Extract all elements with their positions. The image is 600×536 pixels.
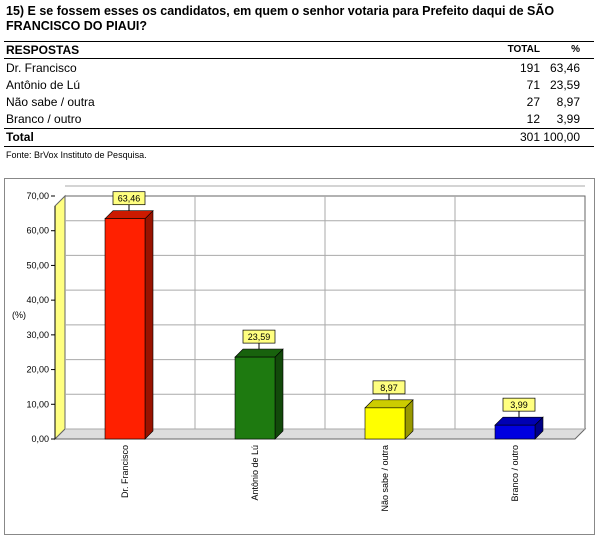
bar xyxy=(104,218,146,440)
header-cell: RESPOSTAS xyxy=(6,43,80,57)
table-cell: Antônio de Lú xyxy=(6,78,81,92)
total-cell: Total xyxy=(6,130,34,144)
bar xyxy=(364,407,406,440)
rule xyxy=(4,41,594,42)
question: 15) E se fossem esses os candidatos, em … xyxy=(6,4,555,33)
rule xyxy=(4,146,594,147)
value-label: 8,97 xyxy=(380,383,398,393)
bar xyxy=(494,424,536,440)
y-tick-label: 0,00 xyxy=(31,434,49,444)
y-tick-label: 50,00 xyxy=(26,260,49,270)
value-label-box xyxy=(372,380,406,395)
total-cell: 100,00 xyxy=(543,130,580,144)
table-cell: 27 xyxy=(526,95,540,109)
header-cell: % xyxy=(571,44,580,55)
table-cell: 12 xyxy=(526,112,540,126)
value-label: 63,46 xyxy=(118,194,141,204)
y-tick-label: 40,00 xyxy=(26,295,49,305)
bar-top xyxy=(364,399,414,409)
bar-top xyxy=(234,348,284,358)
table-cell: 63,46 xyxy=(549,61,580,75)
y-tick-label: 70,00 xyxy=(26,191,49,201)
x-tick-label: Não sabe / outra xyxy=(380,445,390,512)
bar-top xyxy=(494,416,544,426)
header-cell: TOTAL xyxy=(507,44,540,55)
source: Fonte: BrVox Instituto de Pesquisa. xyxy=(6,150,147,160)
value-label: 3,99 xyxy=(510,400,528,410)
y-tick-label: 10,00 xyxy=(26,399,49,409)
value-label-box xyxy=(502,397,536,412)
table-cell: 8,97 xyxy=(556,95,580,109)
bar xyxy=(234,356,276,440)
total-cell: 301 xyxy=(519,130,540,144)
table-cell: 71 xyxy=(526,78,540,92)
x-tick-label: Antônio de Lú xyxy=(250,445,260,501)
x-tick-label: Dr. Francisco xyxy=(120,445,130,498)
bar-side xyxy=(274,348,284,440)
side-wall xyxy=(54,194,66,441)
table-cell: 191 xyxy=(519,61,540,75)
bar-top xyxy=(104,210,154,220)
rule xyxy=(4,128,594,129)
table-cell: Dr. Francisco xyxy=(6,61,77,75)
table-cell: 3,99 xyxy=(556,112,580,126)
table-cell: Branco / outro xyxy=(6,112,82,126)
value-label-box xyxy=(112,191,146,206)
table-cell: Não sabe / outra xyxy=(6,95,95,109)
chart: (%) 0,00 10,00 20,00 30,00 40,00 50,00 60,00 70… xyxy=(4,178,595,535)
y-tick-label: 20,00 xyxy=(26,365,49,375)
table-cell: 23,59 xyxy=(549,78,580,92)
y-tick-label: 60,00 xyxy=(26,226,49,236)
bar-side xyxy=(144,209,154,440)
y-tick-label: 30,00 xyxy=(26,330,49,340)
x-tick-label: Branco / outro xyxy=(510,445,520,502)
rule xyxy=(4,58,594,59)
value-label-box xyxy=(242,329,276,344)
y-axis-label: (%) xyxy=(12,310,26,320)
value-label: 23,59 xyxy=(248,332,271,342)
